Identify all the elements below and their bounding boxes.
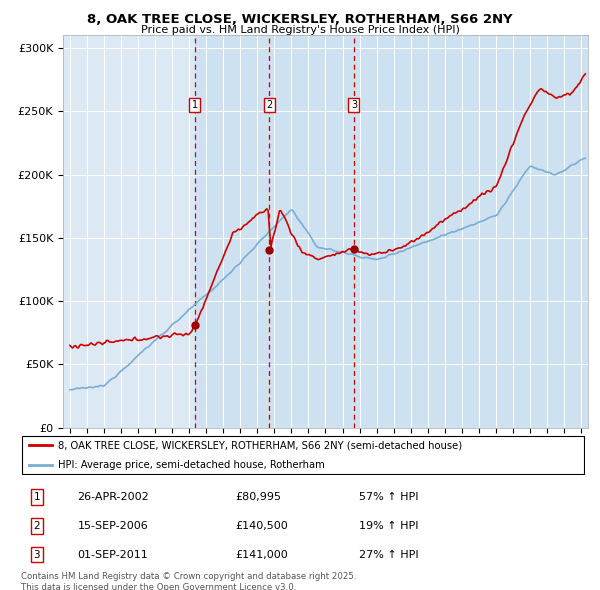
- Text: 26-APR-2002: 26-APR-2002: [77, 492, 149, 502]
- Text: 19% ↑ HPI: 19% ↑ HPI: [359, 521, 419, 530]
- Text: £140,500: £140,500: [235, 521, 288, 530]
- Text: 3: 3: [351, 100, 357, 110]
- Bar: [354, 35, 588, 428]
- Text: Price paid vs. HM Land Registry's House Price Index (HPI): Price paid vs. HM Land Registry's House …: [140, 25, 460, 35]
- Text: HPI: Average price, semi-detached house, Rotherham: HPI: Average price, semi-detached house,…: [58, 460, 325, 470]
- Text: 2: 2: [266, 100, 272, 110]
- Bar: [269, 35, 354, 428]
- Text: 15-SEP-2006: 15-SEP-2006: [77, 521, 148, 530]
- FancyBboxPatch shape: [22, 435, 584, 474]
- Bar: [194, 35, 269, 428]
- Text: 3: 3: [34, 549, 40, 559]
- Text: 01-SEP-2011: 01-SEP-2011: [77, 549, 148, 559]
- Text: 57% ↑ HPI: 57% ↑ HPI: [359, 492, 419, 502]
- Text: Contains HM Land Registry data © Crown copyright and database right 2025.
This d: Contains HM Land Registry data © Crown c…: [21, 572, 356, 590]
- Text: 8, OAK TREE CLOSE, WICKERSLEY, ROTHERHAM, S66 2NY: 8, OAK TREE CLOSE, WICKERSLEY, ROTHERHAM…: [87, 13, 513, 26]
- Text: 2: 2: [34, 521, 40, 530]
- Text: 27% ↑ HPI: 27% ↑ HPI: [359, 549, 419, 559]
- Text: 8, OAK TREE CLOSE, WICKERSLEY, ROTHERHAM, S66 2NY (semi-detached house): 8, OAK TREE CLOSE, WICKERSLEY, ROTHERHAM…: [58, 440, 462, 450]
- Text: £80,995: £80,995: [235, 492, 281, 502]
- Text: £141,000: £141,000: [235, 549, 288, 559]
- Text: 1: 1: [34, 492, 40, 502]
- Text: 1: 1: [191, 100, 197, 110]
